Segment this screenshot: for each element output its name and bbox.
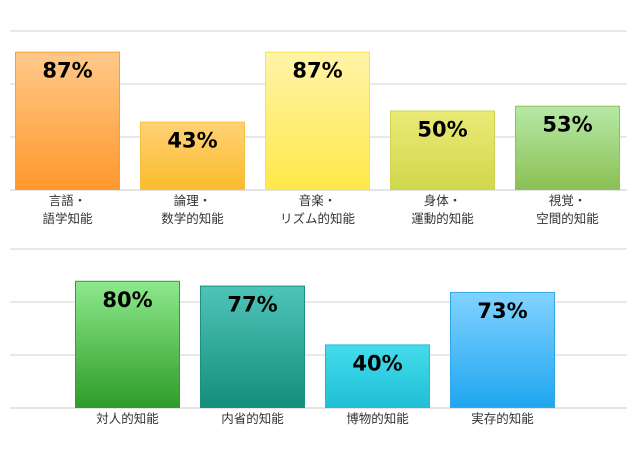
bar bbox=[390, 110, 495, 190]
data-label: 53% bbox=[542, 113, 592, 137]
bar bbox=[15, 51, 120, 190]
category-label: 内省的知能 bbox=[221, 411, 284, 426]
bar bbox=[265, 51, 370, 190]
bar bbox=[200, 285, 305, 409]
bar bbox=[75, 280, 180, 408]
data-label: 77% bbox=[227, 293, 277, 317]
chart-1: 87% 言語・語学知能 43% 論理・数学的知能 87% 音楽・リズム的知能 50% 身体・運… bbox=[10, 30, 627, 226]
bar bbox=[515, 105, 620, 190]
category-label: 語学知能 bbox=[42, 211, 93, 226]
category-label: 身体・ bbox=[424, 193, 462, 208]
data-label: 73% bbox=[477, 299, 527, 323]
data-label: 80% bbox=[102, 288, 152, 312]
category-label: 視覚・ bbox=[549, 193, 587, 208]
data-label: 50% bbox=[417, 118, 467, 142]
category-label: 博物的知能 bbox=[346, 411, 409, 426]
category-label: 音楽・ bbox=[299, 193, 337, 208]
chart-2: 80% 対人的知能 77% 内省的知能 40% 博物的知能 73% 実存的知能 bbox=[10, 248, 627, 426]
data-label: 87% bbox=[42, 59, 92, 83]
category-label: 実存的知能 bbox=[471, 411, 534, 426]
category-label: 対人的知能 bbox=[96, 411, 159, 426]
bar bbox=[450, 291, 555, 408]
data-label: 87% bbox=[292, 59, 342, 83]
bar bbox=[140, 121, 245, 190]
category-label: 空間的知能 bbox=[536, 211, 599, 226]
category-label: リズム的知能 bbox=[280, 211, 356, 226]
bar bbox=[325, 344, 430, 408]
data-label: 40% bbox=[352, 351, 402, 375]
category-label: 数学的知能 bbox=[161, 211, 224, 226]
category-label: 論理・ bbox=[174, 193, 212, 208]
category-label: 言語・ bbox=[49, 193, 87, 208]
category-label: 運動的知能 bbox=[411, 211, 474, 226]
data-label: 43% bbox=[167, 129, 217, 153]
